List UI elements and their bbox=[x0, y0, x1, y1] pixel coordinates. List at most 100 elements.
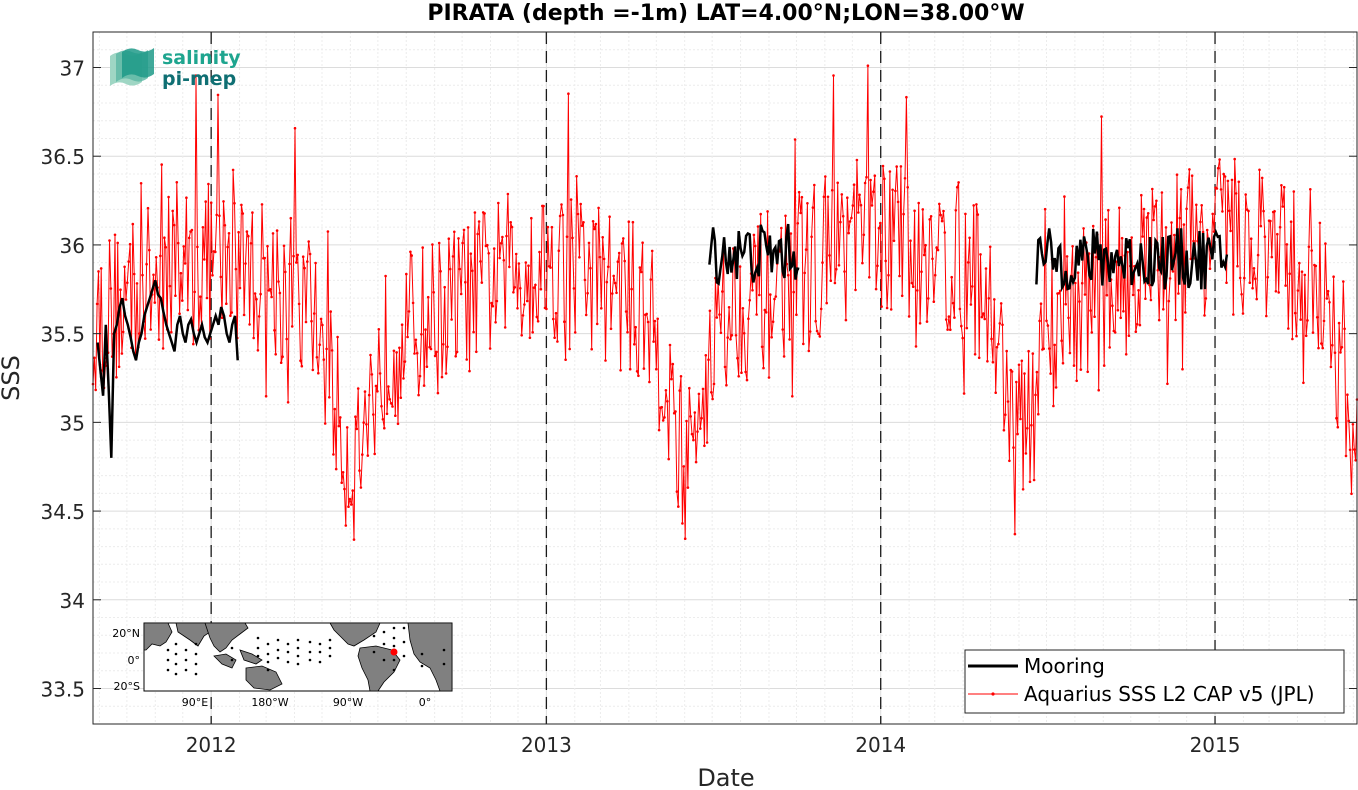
aquarius-point bbox=[734, 334, 738, 337]
aquarius-point bbox=[241, 212, 245, 215]
aquarius-point bbox=[705, 441, 709, 444]
aquarius-point bbox=[164, 246, 168, 249]
aquarius-point bbox=[530, 216, 533, 220]
aquarius-point bbox=[238, 286, 242, 290]
aquarius-point bbox=[678, 389, 681, 392]
aquarius-point bbox=[744, 370, 747, 374]
aquarius-point bbox=[495, 299, 499, 303]
aquarius-point bbox=[1255, 297, 1258, 301]
aquarius-point bbox=[1160, 191, 1164, 194]
inset-mooring-dot bbox=[296, 662, 300, 666]
aquarius-point bbox=[726, 336, 729, 339]
aquarius-point bbox=[1124, 353, 1128, 356]
aquarius-point bbox=[1138, 323, 1142, 327]
aquarius-point bbox=[205, 296, 209, 300]
aquarius-point bbox=[183, 262, 187, 265]
aquarius-point bbox=[121, 330, 125, 334]
aquarius-point bbox=[233, 202, 236, 205]
aquarius-point bbox=[332, 453, 335, 456]
aquarius-point bbox=[464, 280, 467, 284]
aquarius-point bbox=[330, 349, 334, 352]
aquarius-point bbox=[532, 286, 536, 290]
inset-mooring-dot bbox=[286, 650, 290, 654]
aquarius-point bbox=[535, 315, 539, 319]
aquarius-point bbox=[1324, 242, 1327, 245]
aquarius-point bbox=[277, 280, 280, 283]
aquarius-point bbox=[1091, 224, 1095, 228]
aquarius-point bbox=[781, 328, 784, 331]
aquarius-point bbox=[839, 220, 842, 224]
aquarius-point bbox=[293, 126, 297, 130]
aquarius-point bbox=[1108, 346, 1111, 349]
aquarius-point bbox=[163, 236, 166, 239]
aquarius-point bbox=[721, 290, 724, 293]
aquarius-point bbox=[216, 93, 220, 97]
aquarius-point bbox=[828, 254, 831, 257]
inset-mooring-dot bbox=[276, 656, 280, 660]
aquarius-point bbox=[983, 317, 986, 321]
salinity-pi-mep-logo: salinity pi-mep bbox=[110, 47, 241, 90]
aquarius-point bbox=[624, 310, 628, 313]
aquarius-point bbox=[1118, 206, 1121, 210]
aquarius-point bbox=[1296, 289, 1300, 292]
aquarius-point bbox=[569, 198, 573, 201]
aquarius-point bbox=[1151, 187, 1154, 191]
aquarius-point bbox=[549, 266, 552, 269]
aquarius-point bbox=[1270, 255, 1274, 259]
aquarius-point bbox=[990, 337, 993, 341]
aquarius-point bbox=[600, 307, 603, 310]
aquarius-point bbox=[519, 287, 522, 290]
aquarius-point bbox=[797, 190, 801, 194]
inset-mooring-dot bbox=[276, 638, 280, 642]
inset-mooring-dot bbox=[308, 640, 312, 644]
aquarius-point bbox=[244, 262, 247, 265]
inset-mooring-dot bbox=[266, 652, 270, 656]
aquarius-point bbox=[486, 243, 489, 247]
aquarius-point bbox=[661, 419, 665, 422]
aquarius-point bbox=[108, 239, 111, 242]
aquarius-point bbox=[1292, 190, 1296, 193]
inset-mooring-dot bbox=[194, 662, 198, 666]
aquarius-point bbox=[538, 250, 541, 254]
aquarius-point bbox=[336, 335, 339, 339]
aquarius-point bbox=[719, 331, 723, 335]
aquarius-point bbox=[947, 315, 951, 318]
aquarius-point bbox=[348, 497, 352, 501]
aquarius-point bbox=[124, 298, 128, 301]
aquarius-point bbox=[889, 308, 893, 311]
aquarius-point bbox=[139, 182, 143, 185]
aquarius-point bbox=[784, 214, 787, 218]
aquarius-point bbox=[289, 216, 293, 220]
aquarius-point bbox=[483, 212, 486, 215]
aquarius-point bbox=[300, 364, 304, 368]
aquarius-point bbox=[606, 265, 610, 269]
aquarius-point bbox=[1017, 363, 1021, 367]
aquarius-point bbox=[1192, 239, 1195, 243]
aquarius-point bbox=[1135, 322, 1139, 326]
chart-title: PIRATA (depth =-1m) LAT=4.00°N;LON=38.00… bbox=[427, 1, 1024, 26]
mooring-line bbox=[708, 223, 800, 286]
aquarius-point bbox=[788, 338, 791, 341]
aquarius-point bbox=[505, 234, 508, 238]
aquarius-point bbox=[116, 241, 119, 245]
aquarius-point bbox=[1061, 361, 1065, 365]
aquarius-point bbox=[633, 343, 636, 346]
aquarius-point bbox=[609, 327, 613, 331]
aquarius-point bbox=[256, 349, 260, 352]
aquarius-point bbox=[563, 320, 566, 324]
aquarius-point bbox=[811, 206, 815, 209]
aquarius-point bbox=[613, 281, 617, 285]
aquarius-point bbox=[859, 203, 863, 207]
aquarius-point bbox=[1302, 381, 1305, 385]
aquarius-point bbox=[1153, 205, 1157, 208]
aquarius-point bbox=[795, 313, 798, 317]
legend-label-mooring: Mooring bbox=[1024, 654, 1105, 678]
aquarius-point bbox=[341, 471, 345, 474]
aquarius-point bbox=[646, 320, 650, 324]
aquarius-point bbox=[1190, 174, 1194, 177]
aquarius-point bbox=[671, 362, 675, 366]
aquarius-point bbox=[1149, 298, 1153, 302]
aquarius-point bbox=[1229, 229, 1232, 233]
aquarius-point bbox=[896, 200, 900, 204]
aquarius-point bbox=[1258, 168, 1261, 172]
